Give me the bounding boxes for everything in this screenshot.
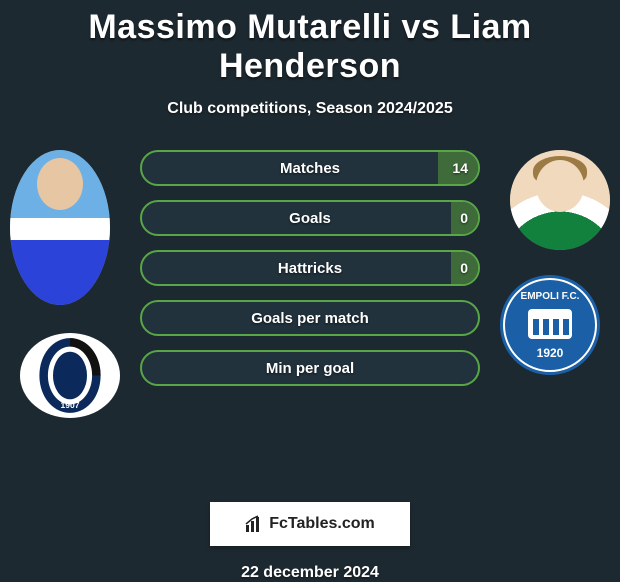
page-title: Massimo Mutarelli vs Liam Henderson: [0, 0, 620, 86]
comparison-stage: Massimo Mutarelli Liam Henderson 1907 At…: [0, 150, 620, 450]
svg-text:1920: 1920: [537, 346, 564, 360]
stat-bar: Matches14: [140, 150, 480, 186]
snapshot-date: 22 december 2024: [0, 564, 620, 582]
stat-label: Matches: [142, 152, 478, 184]
player-photo-right: Liam Henderson: [510, 150, 610, 250]
player-photo-left: Massimo Mutarelli: [10, 150, 110, 305]
chart-icon: [245, 515, 263, 533]
stat-value-right: 0: [450, 252, 478, 284]
branding-text: FcTables.com: [269, 515, 375, 533]
stat-label: Goals per match: [142, 302, 478, 334]
stat-bar: Hattricks0: [140, 250, 480, 286]
stat-label: Goals: [142, 202, 478, 234]
stat-bar: Min per goal: [140, 350, 480, 386]
page-subtitle: Club competitions, Season 2024/2025: [0, 100, 620, 118]
stat-label: Min per goal: [142, 352, 478, 384]
stat-label: Hattricks: [142, 252, 478, 284]
stat-value-right: 0: [450, 202, 478, 234]
club-logo-right: EMPOLI F.C. 1920 Empoli: [500, 275, 600, 375]
stat-bar: Goals per match: [140, 300, 480, 336]
stat-bars: Matches14Goals0Hattricks0Goals per match…: [140, 150, 480, 400]
stat-value-right: 14: [442, 152, 478, 184]
svg-text:EMPOLI F.C.: EMPOLI F.C.: [521, 291, 580, 302]
club-logo-left: 1907 Atalanta: [20, 333, 120, 418]
branding-badge: FcTables.com: [210, 502, 410, 546]
svg-text:1907: 1907: [61, 400, 80, 410]
stat-bar: Goals0: [140, 200, 480, 236]
